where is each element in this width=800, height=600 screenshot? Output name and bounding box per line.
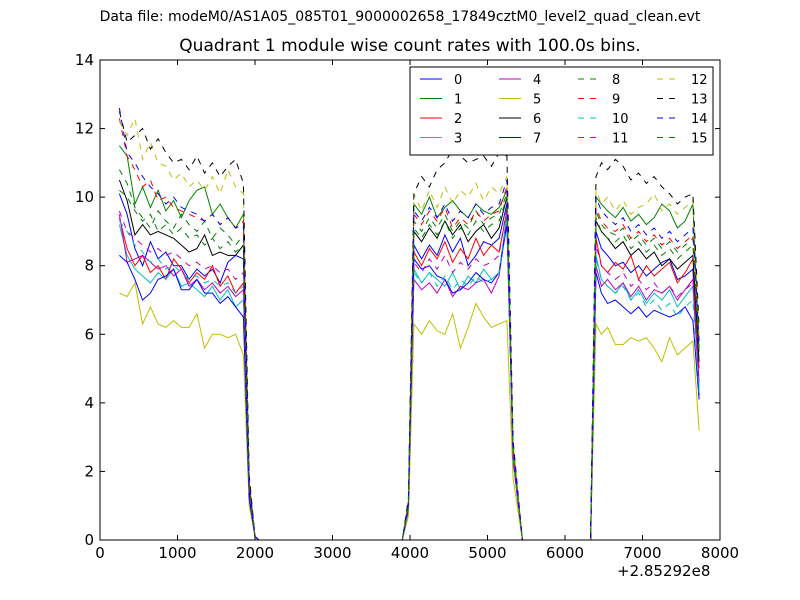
x-tick-label: 6000 xyxy=(546,544,584,562)
legend-label-6: 6 xyxy=(533,112,541,127)
legend-label-11: 11 xyxy=(612,132,629,147)
y-tick-label: 0 xyxy=(84,531,94,549)
y-tick-label: 2 xyxy=(84,462,94,480)
x-tick-label: 0 xyxy=(95,544,105,562)
y-tick-label: 12 xyxy=(75,120,94,138)
x-tick-label: 7000 xyxy=(623,544,661,562)
legend-label-14: 14 xyxy=(691,112,708,127)
series-line-12 xyxy=(118,116,700,541)
x-tick-label: 2000 xyxy=(236,544,274,562)
series-line-1 xyxy=(118,145,700,541)
y-tick-label: 10 xyxy=(75,188,94,206)
y-tick-label: 4 xyxy=(84,394,94,412)
legend-label-1: 1 xyxy=(454,93,462,108)
y-tick-label: 14 xyxy=(75,51,94,69)
suptitle: Data file: modeM0/AS1A05_085T01_90000026… xyxy=(99,9,701,25)
series-line-0 xyxy=(118,193,700,541)
series-line-10 xyxy=(118,217,700,541)
series-line-15 xyxy=(119,189,700,541)
legend-label-3: 3 xyxy=(454,132,462,147)
legend-label-2: 2 xyxy=(454,112,462,127)
legend-label-4: 4 xyxy=(533,73,541,88)
series-line-2 xyxy=(118,210,700,541)
legend-label-7: 7 xyxy=(533,132,541,147)
legend-label-10: 10 xyxy=(612,112,629,127)
chart-title: Quadrant 1 module wise count rates with … xyxy=(179,36,641,56)
series-line-3 xyxy=(118,214,700,541)
x-tick-label: 8000 xyxy=(701,544,739,562)
axes-layer: 0 1000 2000 3000 4000 5000 6000 7000 80000246810… xyxy=(75,51,739,562)
x-tick-label: 1000 xyxy=(158,544,196,562)
legend-label-9: 9 xyxy=(612,93,620,108)
x-tick-label: 5000 xyxy=(468,544,506,562)
series-line-6 xyxy=(118,179,700,541)
y-tick-label: 6 xyxy=(84,325,94,343)
series-layer xyxy=(118,107,700,541)
x-tick-label: 4000 xyxy=(391,544,429,562)
series-line-11 xyxy=(118,207,700,541)
legend-label-13: 13 xyxy=(691,93,708,108)
x-axis-offset-label: +2.85292e8 xyxy=(617,562,711,580)
legend-label-15: 15 xyxy=(691,132,708,147)
series-line-7 xyxy=(119,224,700,541)
series-line-8 xyxy=(118,169,700,541)
series-line-5 xyxy=(119,281,700,541)
legend-label-12: 12 xyxy=(691,73,708,88)
legend-label-8: 8 xyxy=(612,73,620,88)
legend-box xyxy=(409,66,714,156)
x-tick-label: 3000 xyxy=(313,544,351,562)
legend-label-0: 0 xyxy=(454,73,462,88)
legend-label-5: 5 xyxy=(533,93,541,108)
y-tick-label: 8 xyxy=(84,257,94,275)
series-line-13 xyxy=(118,111,700,541)
